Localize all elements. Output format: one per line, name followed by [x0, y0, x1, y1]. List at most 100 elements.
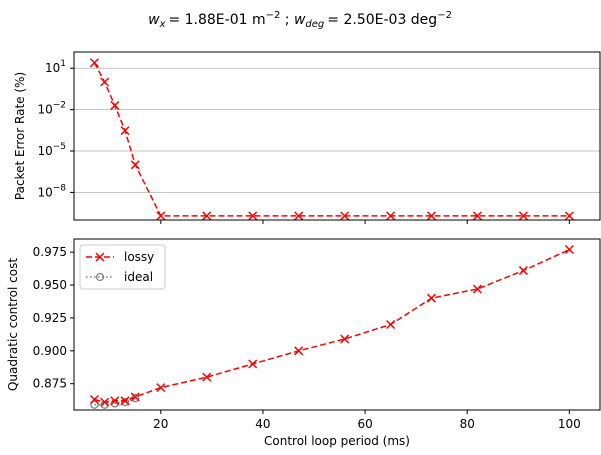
title-w-x-symbol: w — [148, 12, 160, 28]
top-y-tick-exponent: 1 — [60, 59, 66, 69]
bottom-data-point-lossy-stroke-b — [294, 346, 304, 356]
bottom-x-tick-label: 80 — [460, 417, 475, 431]
bottom-data-point-lossy — [426, 293, 437, 303]
bottom-data-point-lossy — [130, 392, 140, 402]
bottom-data-point-lossy-stroke-b — [386, 319, 396, 330]
top-data-point — [248, 211, 258, 221]
title-w-deg-value: = 2.50E-03 deg — [327, 12, 437, 28]
bottom-data-point-lossy-stroke-b — [426, 293, 437, 303]
bottom-data-point-lossy — [100, 397, 110, 407]
bottom-y-tick-label: 0.925 — [33, 311, 67, 325]
bottom-data-point-lossy — [89, 394, 99, 405]
bottom-data-point-lossy-stroke-b — [156, 383, 166, 393]
legend-ideal-marker — [95, 272, 105, 282]
top-y-tick-base: 10 — [37, 103, 52, 117]
control-cost-panel: 0.875 0.900 0.925 0.950 0.975 20 40 60 80 100 Qu… — [6, 238, 601, 448]
bottom-x-tick-label: 20 — [153, 417, 168, 431]
top-grid — [74, 67, 600, 193]
top-data-point — [130, 160, 140, 170]
top-data-point-stroke-b — [386, 211, 396, 221]
bottom-data-point-lossy-stroke-b — [130, 392, 140, 402]
bottom-y-tick-label: 0.975 — [33, 245, 67, 259]
top-data-point-stroke-b — [518, 211, 528, 221]
bottom-data-point-lossy-stroke-b — [248, 359, 258, 369]
top-data-point-stroke-b — [294, 211, 304, 221]
top-y-tick-base: 10 — [37, 144, 52, 158]
top-y-tick-label: 10−2 — [37, 101, 66, 117]
top-axes-frame — [73, 51, 601, 221]
title-w-x-value: = 1.88E-01 m — [168, 12, 265, 28]
top-y-axis-label: Packet Error Rate (%) — [13, 72, 27, 200]
top-data-point — [89, 58, 99, 68]
legend-lossy-label: lossy — [124, 250, 154, 264]
bottom-data-point-lossy — [564, 244, 574, 255]
legend-entry-ideal: ideal — [86, 270, 153, 284]
title-w-deg-subscript: deg — [305, 19, 324, 30]
top-data-point — [100, 77, 110, 87]
top-data-point — [120, 126, 130, 136]
legend-ideal-label: ideal — [124, 270, 153, 284]
top-y-tick-exponent: −5 — [53, 142, 66, 152]
bottom-data-point-lossy-stroke-b — [100, 397, 110, 407]
top-data-point-stroke-b — [248, 211, 258, 221]
bottom-y-ticks: 0.875 0.900 0.925 0.950 0.975 — [33, 245, 74, 391]
top-data-point-stroke-b — [156, 211, 166, 221]
bottom-x-tick-label: 100 — [558, 417, 581, 431]
top-data-point-stroke-b — [472, 211, 482, 221]
figure-title: wx = 1.88E-01 m−2 ; wdeg = 2.50E-03 deg−2 — [148, 10, 452, 30]
title-w-deg-exponent: −2 — [437, 10, 452, 21]
legend-lossy-x-marker-stroke-b — [95, 252, 105, 262]
bottom-y-tick-label: 0.950 — [33, 278, 67, 292]
legend: lossy ideal — [79, 244, 166, 290]
bottom-data-point-lossy-stroke-b — [120, 396, 130, 406]
legend-entry-lossy: lossy — [86, 250, 154, 264]
top-series-line — [93, 62, 570, 217]
title-w-x-exponent: −2 — [266, 10, 281, 21]
top-data-point-stroke-b — [340, 211, 350, 221]
bottom-y-tick-label: 0.875 — [33, 377, 67, 391]
bottom-y-axis-label: Quadratic control cost — [6, 258, 20, 391]
top-data-point — [156, 211, 166, 221]
bottom-x-tick-label: 60 — [357, 417, 372, 431]
bottom-data-point-lossy-stroke-b — [518, 266, 528, 276]
top-data-point-stroke-b — [426, 211, 437, 221]
top-data-point-stroke-b — [202, 211, 212, 221]
bottom-data-point-lossy-stroke-b — [89, 394, 99, 405]
legend-ideal-o-marker — [95, 272, 105, 282]
bottom-data-point-lossy-stroke-b — [472, 284, 482, 294]
top-y-tick-exponent: −8 — [53, 183, 67, 193]
top-data-point — [340, 211, 350, 221]
top-data-point — [564, 211, 574, 221]
top-data-point — [426, 211, 437, 221]
top-y-tick-label: 101 — [45, 59, 66, 75]
bottom-plot-area — [89, 244, 574, 409]
top-data-point — [202, 211, 212, 221]
bottom-data-point-lossy — [386, 319, 396, 330]
top-y-tick-base: 10 — [45, 61, 60, 75]
top-plot-area — [89, 58, 574, 221]
top-data-point — [386, 211, 396, 221]
legend-lossy-marker — [95, 252, 105, 262]
top-data-point — [472, 211, 482, 221]
bottom-data-point-lossy — [248, 359, 258, 369]
top-data-point-stroke-b — [564, 211, 574, 221]
bottom-x-tick-label: 40 — [255, 417, 270, 431]
top-data-point — [110, 100, 120, 110]
bottom-data-point-lossy-stroke-b — [564, 244, 574, 255]
bottom-data-point-lossy — [472, 284, 482, 294]
title-separator: ; — [280, 12, 294, 28]
top-data-point — [294, 211, 304, 221]
bottom-data-point-lossy-stroke-b — [340, 334, 350, 344]
top-y-tick-base: 10 — [37, 185, 52, 199]
bottom-data-point-ideal — [90, 400, 99, 409]
bottom-data-point-lossy — [156, 383, 166, 393]
bottom-series-line-ideal — [94, 397, 136, 406]
top-y-tick-label: 10−5 — [37, 142, 66, 158]
bottom-data-point-lossy-stroke-b — [110, 396, 120, 406]
top-data-point — [518, 211, 528, 221]
legend-lossy-x-marker — [95, 252, 105, 262]
